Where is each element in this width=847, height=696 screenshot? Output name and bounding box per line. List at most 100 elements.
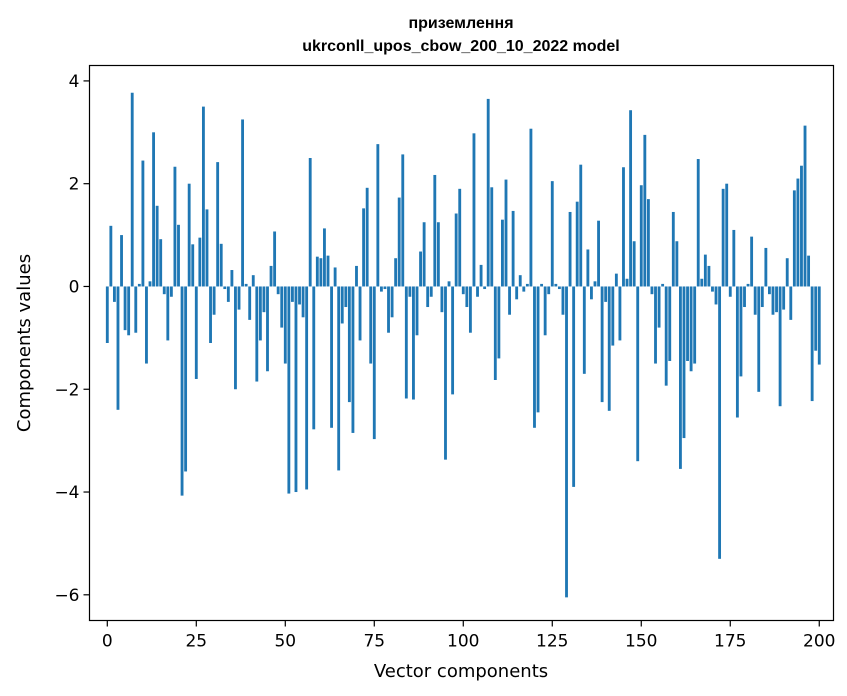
- bar-3: [116, 286, 120, 410]
- bar-75: [372, 286, 376, 440]
- bar-6: [127, 286, 131, 336]
- bar-188: [775, 286, 778, 313]
- bar-185: [764, 247, 768, 287]
- bar-191: [785, 258, 789, 287]
- bar-186: [768, 286, 771, 295]
- bar-63: [330, 286, 333, 428]
- bar-111: [501, 219, 504, 287]
- bar-32: [219, 243, 223, 287]
- bar-4: [120, 235, 123, 287]
- chart-title: приземлення: [408, 15, 513, 32]
- bar-199: [814, 286, 818, 351]
- bar-51: [287, 286, 291, 494]
- bar-197: [807, 255, 811, 287]
- bar-61: [323, 228, 326, 287]
- bar-133: [579, 164, 583, 287]
- bar-64: [333, 267, 337, 287]
- bar-175: [728, 286, 732, 297]
- bar-2: [112, 286, 116, 302]
- bar-52: [290, 286, 294, 302]
- x-tick-label: 175: [714, 632, 746, 652]
- bar-95: [444, 286, 447, 460]
- bar-14: [155, 205, 159, 287]
- bar-152: [646, 199, 650, 287]
- bar-23: [187, 183, 191, 287]
- bar-65: [337, 286, 341, 471]
- bar-106: [483, 286, 487, 290]
- bar-83: [401, 154, 405, 287]
- bar-60: [319, 258, 323, 287]
- bar-66: [340, 286, 344, 324]
- bar-62: [326, 255, 330, 287]
- bar-40: [248, 286, 252, 320]
- x-tick-label: 25: [185, 632, 207, 652]
- bar-118: [525, 283, 529, 287]
- bar-15: [159, 239, 163, 287]
- bar-103: [472, 133, 476, 287]
- bar-182: [753, 286, 757, 315]
- bar-68: [347, 286, 351, 403]
- bar-116: [518, 275, 522, 287]
- bar-96: [447, 281, 451, 287]
- bar-44: [262, 286, 266, 313]
- bar-56: [305, 286, 309, 490]
- bar-47: [273, 231, 277, 287]
- bar-138: [597, 220, 600, 287]
- bar-122: [540, 283, 544, 287]
- bar-140: [604, 286, 608, 302]
- y-axis-label: Components values: [14, 254, 35, 432]
- bar-57: [308, 158, 312, 287]
- bar-193: [792, 190, 796, 287]
- y-tick-label: 2: [69, 175, 80, 195]
- bar-176: [732, 229, 736, 287]
- bar-38: [241, 119, 244, 287]
- bar-76: [376, 144, 380, 287]
- bar-5: [123, 286, 127, 331]
- bar-187: [771, 286, 775, 315]
- bar-132: [575, 201, 579, 287]
- bar-89: [422, 222, 426, 287]
- bar-124: [547, 286, 551, 295]
- bar-160: [675, 241, 679, 287]
- bar-13: [152, 132, 155, 287]
- bar-137: [593, 281, 597, 287]
- bar-181: [750, 236, 754, 287]
- bar-27: [201, 106, 205, 287]
- bar-177: [735, 286, 739, 418]
- bar-99: [458, 188, 462, 287]
- bar-120: [533, 286, 536, 428]
- bar-92: [433, 174, 437, 287]
- bar-166: [696, 159, 700, 287]
- bar-163: [686, 286, 689, 361]
- bar-24: [191, 244, 195, 287]
- bar-110: [497, 286, 501, 359]
- bar-67: [344, 286, 348, 308]
- bar-153: [650, 286, 654, 295]
- bar-77: [379, 286, 383, 292]
- bar-93: [436, 222, 440, 287]
- bar-151: [643, 134, 647, 287]
- bar-155: [657, 286, 661, 328]
- bar-156: [661, 283, 665, 287]
- bar-165: [693, 286, 697, 364]
- bar-105: [479, 264, 483, 287]
- bar-145: [622, 167, 625, 287]
- bar-54: [298, 286, 301, 305]
- bar-167: [700, 278, 704, 287]
- bar-109: [493, 286, 497, 380]
- bar-73: [365, 187, 369, 287]
- x-axis-ticks: 0 25 50 75 100 125 150 175 200: [102, 620, 835, 652]
- bar-70: [355, 265, 358, 287]
- bar-86: [412, 286, 415, 400]
- bar-158: [668, 286, 672, 361]
- bar-169: [707, 265, 711, 287]
- bar-115: [515, 286, 519, 300]
- bar-104: [476, 286, 479, 297]
- bar-172: [718, 286, 722, 559]
- bar-74: [369, 286, 373, 364]
- bar-178: [739, 286, 743, 377]
- bar-159: [671, 211, 675, 287]
- bar-11: [145, 286, 148, 364]
- bar-142: [611, 286, 615, 346]
